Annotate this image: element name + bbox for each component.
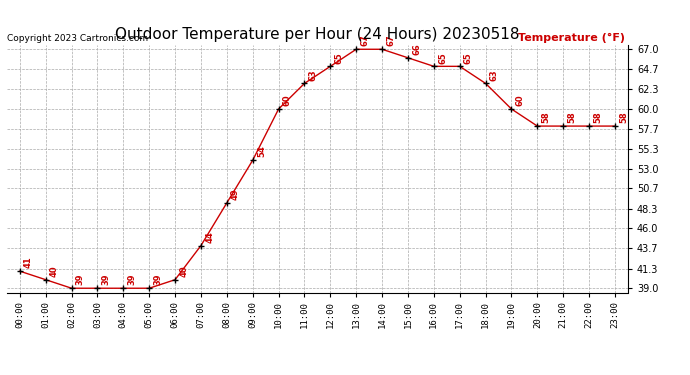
Text: 66: 66	[412, 43, 421, 55]
Text: 63: 63	[490, 69, 499, 81]
Text: 65: 65	[335, 52, 344, 63]
Text: 41: 41	[24, 256, 33, 268]
Text: 58: 58	[542, 112, 551, 123]
Text: 65: 65	[438, 52, 447, 63]
Text: 39: 39	[76, 274, 85, 285]
Text: 54: 54	[257, 146, 266, 158]
Text: 58: 58	[593, 112, 602, 123]
Text: 44: 44	[205, 231, 214, 243]
Text: 67: 67	[386, 35, 395, 46]
Text: 65: 65	[464, 52, 473, 63]
Text: 67: 67	[360, 35, 369, 46]
Text: 58: 58	[567, 112, 576, 123]
Text: 49: 49	[231, 189, 240, 200]
Text: 39: 39	[128, 274, 137, 285]
Text: Copyright 2023 Cartronics.com: Copyright 2023 Cartronics.com	[7, 33, 148, 42]
Title: Outdoor Temperature per Hour (24 Hours) 20230518: Outdoor Temperature per Hour (24 Hours) …	[115, 27, 520, 42]
Text: 40: 40	[50, 265, 59, 277]
Text: 39: 39	[153, 274, 162, 285]
Text: 63: 63	[308, 69, 317, 81]
Text: 60: 60	[515, 94, 524, 106]
Text: 60: 60	[283, 94, 292, 106]
Text: Temperature (°F): Temperature (°F)	[518, 33, 625, 42]
Text: 40: 40	[179, 265, 188, 277]
Text: 58: 58	[619, 112, 628, 123]
Text: 39: 39	[101, 274, 110, 285]
